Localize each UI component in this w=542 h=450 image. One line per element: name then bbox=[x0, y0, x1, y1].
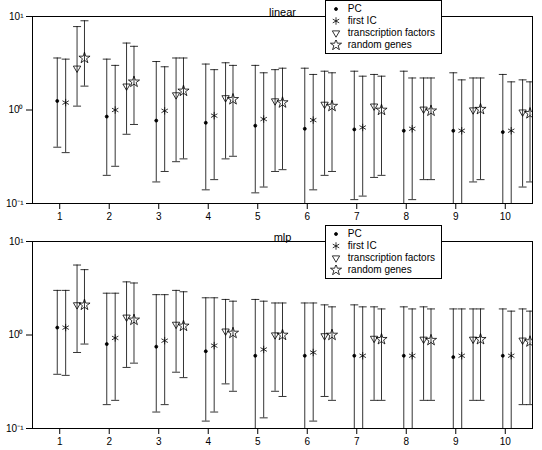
svg-text:10¹: 10¹ bbox=[9, 236, 24, 247]
svg-text:8: 8 bbox=[403, 436, 409, 447]
svg-text:10¹: 10¹ bbox=[9, 11, 24, 22]
html-text:first IC: first IC bbox=[347, 15, 377, 26]
svg-text:7: 7 bbox=[354, 211, 360, 222]
html-text:PC: PC bbox=[347, 228, 362, 239]
svg-text:5: 5 bbox=[255, 211, 261, 222]
svg-text:9: 9 bbox=[453, 436, 459, 447]
html-text:transcription factors: transcription factors bbox=[347, 27, 435, 38]
svg-text:1: 1 bbox=[57, 436, 63, 447]
html-text:random genes: random genes bbox=[347, 264, 412, 275]
svg-text:2: 2 bbox=[106, 211, 112, 222]
svg-text:10⁻¹: 10⁻¹ bbox=[6, 198, 24, 209]
html-text:PC: PC bbox=[347, 3, 362, 14]
svg-text:3: 3 bbox=[156, 436, 162, 447]
svg-text:10⁰: 10⁰ bbox=[8, 329, 23, 340]
svg-text:3: 3 bbox=[156, 211, 162, 222]
svg-text:mlp: mlp bbox=[274, 231, 292, 243]
svg-text:10: 10 bbox=[500, 211, 512, 222]
svg-text:10: 10 bbox=[500, 436, 512, 447]
svg-text:4: 4 bbox=[205, 436, 211, 447]
svg-text:2: 2 bbox=[106, 436, 112, 447]
html-text:random genes: random genes bbox=[347, 39, 412, 50]
svg-text:4: 4 bbox=[205, 211, 211, 222]
svg-text:10⁰: 10⁰ bbox=[8, 104, 23, 115]
html-text:first IC: first IC bbox=[347, 240, 377, 251]
svg-text:6: 6 bbox=[304, 211, 310, 222]
svg-text:6: 6 bbox=[304, 436, 310, 447]
svg-text:8: 8 bbox=[403, 211, 409, 222]
svg-text:linear: linear bbox=[269, 6, 296, 18]
svg-text:1: 1 bbox=[57, 211, 63, 222]
svg-text:10⁻¹: 10⁻¹ bbox=[6, 423, 24, 434]
html-text:transcription factors: transcription factors bbox=[347, 252, 435, 263]
svg-text:7: 7 bbox=[354, 436, 360, 447]
svg-text:9: 9 bbox=[453, 211, 459, 222]
svg-text:5: 5 bbox=[255, 436, 261, 447]
